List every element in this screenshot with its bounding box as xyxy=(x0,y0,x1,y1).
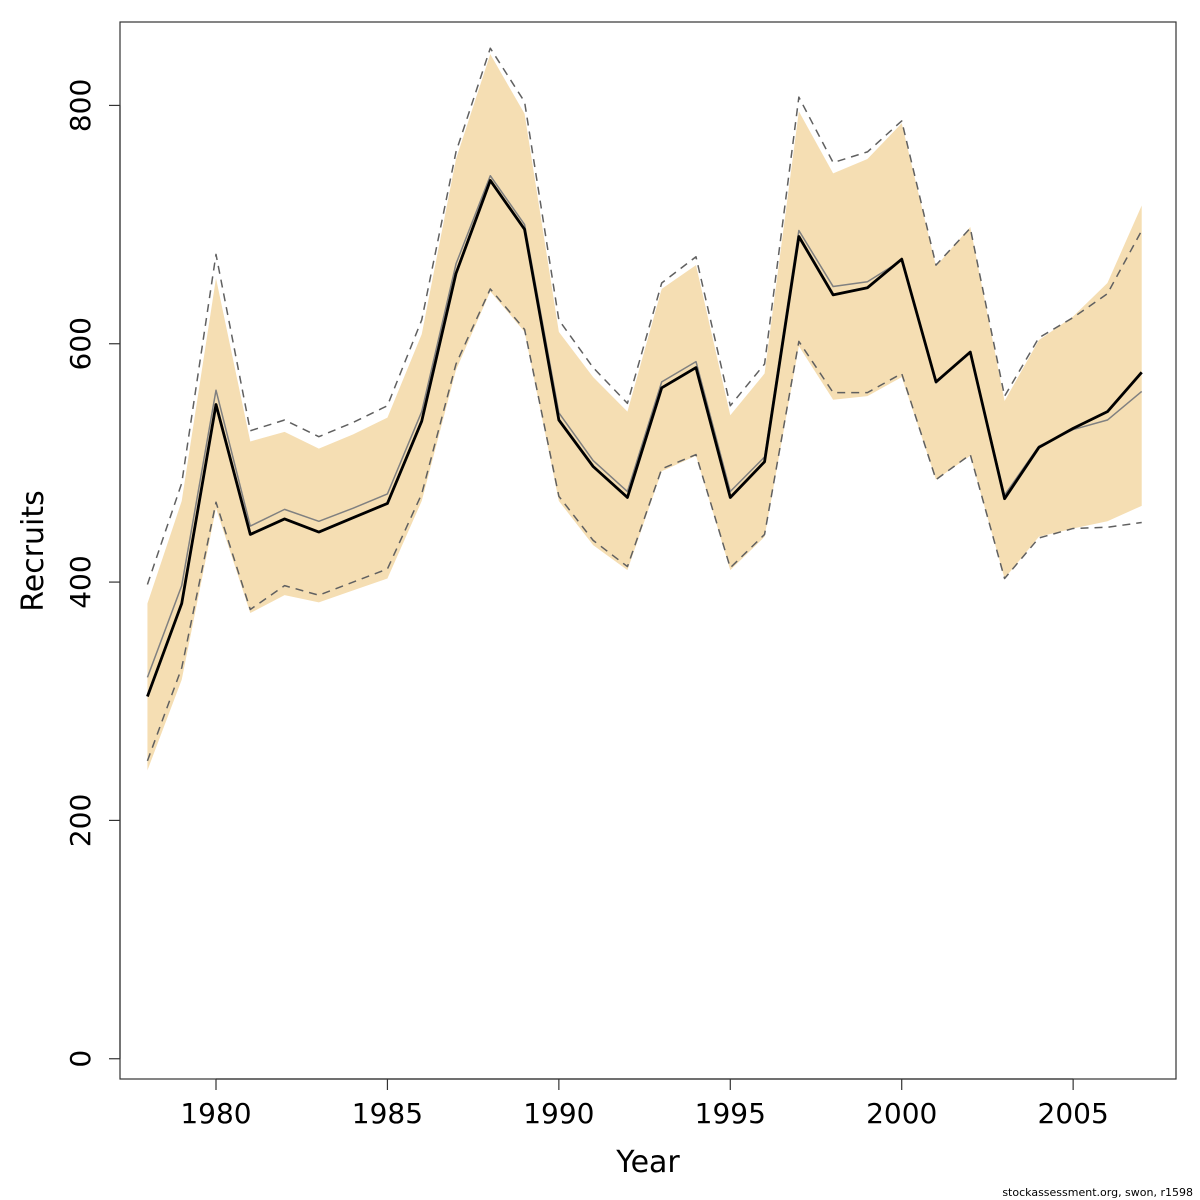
credit-text: stockassessment.org, swon, r1598 xyxy=(1002,1186,1193,1199)
x-tick-label: 1990 xyxy=(523,1097,594,1130)
confidence-band xyxy=(147,54,1142,771)
y-axis-title: Recruits xyxy=(16,490,51,612)
series-line-alt-lower xyxy=(146,288,1142,762)
y-axis: 0 200 400 600 800 xyxy=(64,79,121,1068)
x-tick-label: 2000 xyxy=(866,1097,937,1130)
y-tick-label: 200 xyxy=(64,794,97,847)
y-tick-label: 0 xyxy=(64,1050,97,1068)
series-lines-layer xyxy=(146,47,1143,762)
x-tick-label: 1995 xyxy=(695,1097,766,1130)
x-axis: 1980 1985 1990 1995 2000 2005 xyxy=(180,1078,1109,1130)
y-tick-label: 400 xyxy=(64,555,97,608)
confidence-band-layer xyxy=(147,54,1142,771)
x-tick-label: 1980 xyxy=(180,1097,251,1130)
series-line-main xyxy=(146,179,1143,697)
x-axis-title: Year xyxy=(615,1145,680,1180)
x-tick-label: 1985 xyxy=(352,1097,423,1130)
y-tick-label: 600 xyxy=(64,317,97,370)
x-tick-label: 2005 xyxy=(1038,1097,1109,1130)
y-tick-label: 800 xyxy=(64,79,97,132)
